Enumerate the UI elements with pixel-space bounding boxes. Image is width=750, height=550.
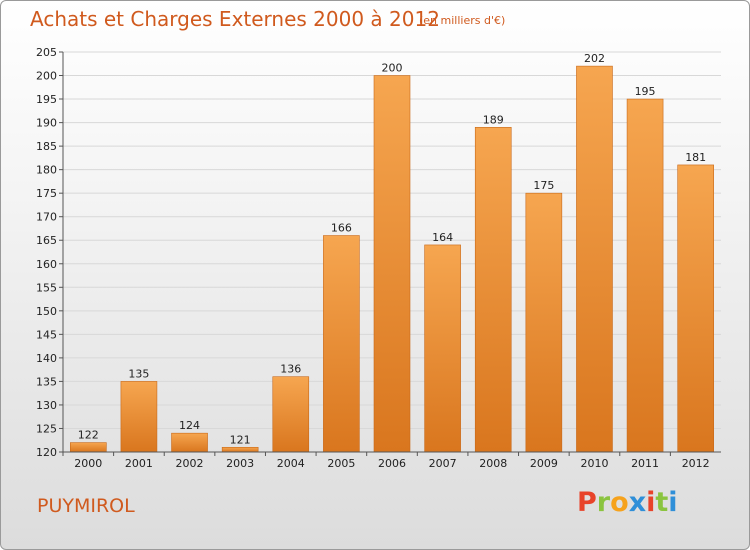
x-tick-label: 2005: [327, 457, 355, 470]
bar-2001: [120, 381, 158, 453]
logo-letter: o: [610, 487, 629, 518]
y-tick-label: 205: [36, 46, 57, 59]
chart-title: Achats et Charges Externes 2000 à 2012: [30, 7, 440, 31]
axes: [62, 52, 721, 453]
logo-letter: t: [655, 487, 669, 518]
y-tick-label: 195: [36, 93, 57, 106]
bar-value-label: 164: [432, 231, 453, 244]
bar-2003: [221, 446, 259, 453]
x-axis-ticks: 2000 2001 2002 2003 2004 2005 2006 2007 2008 2009…: [62, 452, 710, 470]
x-tick-label: 2003: [226, 457, 254, 470]
bar-value-label: 181: [685, 151, 706, 164]
bar-2012: [677, 164, 714, 453]
y-axis-ticks: 120 125 130 135 140 145 150 155 160 165 170 175 180 1…: [36, 46, 63, 459]
bar-2002: [171, 432, 208, 453]
bar-2010: [576, 65, 613, 453]
x-tick-label: 2007: [429, 457, 457, 470]
bar-value-label: 122: [78, 429, 99, 442]
bar-value-label: 189: [483, 113, 504, 126]
y-tick-label: 160: [36, 258, 57, 271]
bar-value-label: 136: [280, 363, 301, 376]
x-tick-label: 2001: [125, 457, 153, 470]
bar-2005: [323, 235, 360, 453]
logo-letter: P: [577, 487, 597, 518]
x-tick-label: 2012: [682, 457, 710, 470]
bar-2006: [373, 75, 411, 453]
x-tick-label: 2002: [176, 457, 204, 470]
y-tick-label: 155: [36, 281, 57, 294]
y-tick-label: 165: [36, 234, 57, 247]
bar-value-label: 166: [331, 222, 352, 235]
y-tick-label: 200: [36, 70, 57, 83]
y-tick-label: 145: [36, 328, 57, 341]
bars: 122 135 124 121 136 166 200 164 189 175 202 195 181: [70, 52, 714, 453]
logo-letter: r: [596, 487, 611, 518]
bar-2011: [626, 98, 664, 453]
y-tick-label: 175: [36, 187, 57, 200]
x-tick-label: 2011: [631, 457, 659, 470]
y-tick-label: 170: [36, 211, 57, 224]
logo-letter: x: [628, 487, 647, 518]
x-tick-label: 2000: [74, 457, 102, 470]
bar-value-label: 135: [128, 367, 149, 380]
bar-value-label: 195: [635, 85, 656, 98]
y-tick-label: 125: [36, 422, 57, 435]
y-tick-label: 185: [36, 140, 57, 153]
bar-2007: [424, 244, 461, 453]
proxiti-logo: Proxiti: [577, 487, 678, 518]
bar-value-label: 175: [533, 179, 554, 192]
commune-name: PUYMIROL: [37, 495, 135, 517]
bar-2004: [272, 376, 310, 453]
x-tick-label: 2009: [530, 457, 558, 470]
x-tick-label: 2008: [479, 457, 507, 470]
y-tick-label: 120: [36, 446, 57, 459]
x-tick-label: 2004: [277, 457, 305, 470]
logo-letter: i: [646, 487, 656, 518]
y-tick-label: 135: [36, 375, 57, 388]
y-tick-label: 190: [36, 117, 57, 130]
bar-value-label: 200: [382, 62, 403, 75]
bar-2000: [70, 442, 107, 453]
logo-letter: i: [668, 487, 678, 518]
bar-value-label: 202: [584, 52, 605, 65]
bar-2008: [474, 126, 512, 453]
y-tick-label: 180: [36, 164, 57, 177]
y-tick-label: 140: [36, 352, 57, 365]
bar-2009: [525, 192, 563, 453]
x-tick-label: 2006: [378, 457, 406, 470]
bar-value-label: 121: [230, 433, 251, 446]
chart-unit-subtitle: (en milliers d'€): [419, 14, 506, 27]
x-tick-label: 2010: [580, 457, 608, 470]
y-tick-label: 130: [36, 399, 57, 412]
y-tick-label: 150: [36, 305, 57, 318]
bar-value-label: 124: [179, 419, 200, 432]
